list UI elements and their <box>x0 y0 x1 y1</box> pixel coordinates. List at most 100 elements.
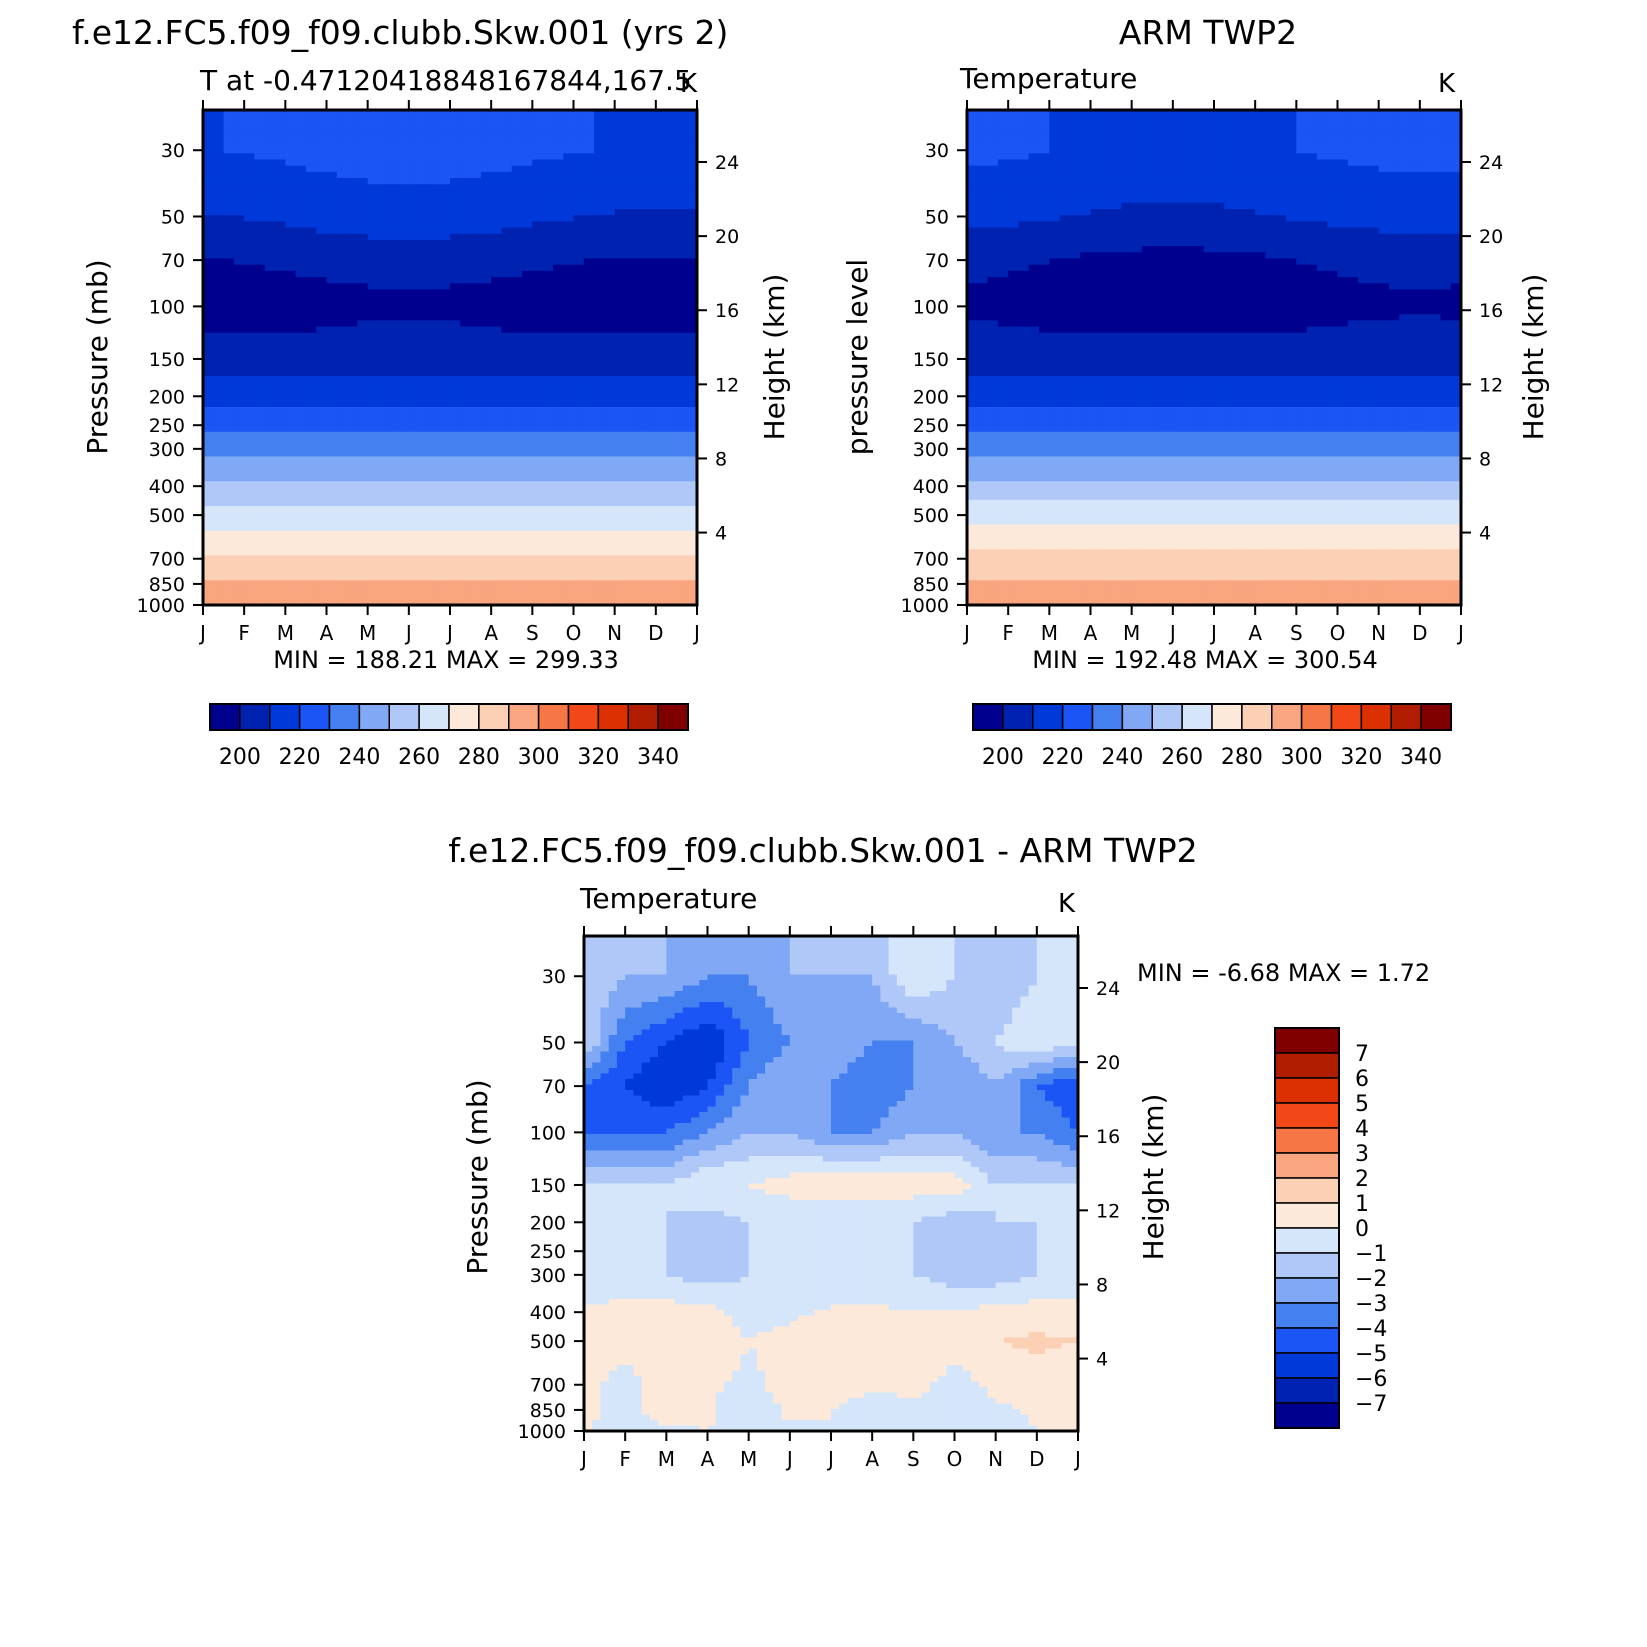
heatmap-cell <box>480 598 492 606</box>
heatmap-cell <box>439 239 451 247</box>
heatmap-cell <box>285 431 297 439</box>
heatmap-cell <box>203 363 214 371</box>
heatmap-cell <box>233 592 245 600</box>
heatmap-cell <box>367 283 379 291</box>
heatmap-cell <box>419 314 431 321</box>
heatmap-cell <box>285 382 297 390</box>
heatmap-cell <box>377 499 389 507</box>
heatmap-cell <box>439 456 451 464</box>
heatmap-cell <box>203 481 214 489</box>
heatmap-cell <box>439 110 451 117</box>
heatmap-cell <box>491 165 503 173</box>
heatmap-cell <box>347 586 358 594</box>
heatmap-cell <box>666 308 678 315</box>
heatmap-cell <box>450 326 461 334</box>
heatmap-cell <box>336 369 348 377</box>
heatmap-cell <box>655 227 667 235</box>
heatmap-cell <box>686 258 698 266</box>
heatmap-cell <box>624 481 636 489</box>
heatmap-cell <box>491 425 503 433</box>
heatmap-cell <box>1255 134 1267 142</box>
heatmap-cell <box>1049 171 1061 179</box>
heatmap-cell <box>275 239 286 247</box>
heatmap-cell <box>295 431 307 439</box>
heatmap-cell <box>573 518 585 526</box>
heatmap-cell <box>645 128 657 136</box>
heatmap-cell <box>563 140 575 148</box>
heatmap-cell <box>997 134 1009 142</box>
heatmap-cell <box>1018 209 1030 216</box>
heatmap-cell <box>336 178 348 185</box>
heatmap-cell <box>522 518 533 526</box>
heatmap-cell <box>614 202 626 210</box>
heatmap-cell <box>357 444 369 451</box>
heatmap-cell <box>336 165 348 173</box>
heatmap-cell <box>666 444 678 451</box>
heatmap-cell <box>1080 178 1092 185</box>
heatmap-cell <box>244 462 256 470</box>
heatmap-cell <box>429 221 441 229</box>
heatmap-cell <box>305 388 317 396</box>
heatmap-cell <box>1028 134 1040 142</box>
heatmap-cell <box>676 487 688 495</box>
heatmap-cell <box>1234 215 1246 222</box>
heatmap-cell <box>450 308 461 315</box>
heatmap-cell <box>408 413 420 420</box>
heatmap-cell <box>1224 215 1236 222</box>
heatmap-cell <box>1388 171 1400 179</box>
heatmap-cell <box>223 190 235 198</box>
heatmap-cell <box>594 264 605 272</box>
heatmap-cell <box>1409 165 1421 173</box>
heatmap-cell <box>676 543 688 550</box>
heatmap-cell <box>655 308 667 315</box>
heatmap-cell <box>398 221 410 229</box>
heatmap-cell <box>583 419 595 427</box>
heatmap-cell <box>367 567 379 575</box>
heatmap-cell <box>388 116 400 123</box>
heatmap-cell <box>1203 221 1215 229</box>
heatmap-cell <box>1162 227 1174 235</box>
heatmap-cell <box>491 444 503 451</box>
heatmap-cell <box>429 394 441 402</box>
heatmap-cell <box>305 209 317 216</box>
heatmap-cell <box>367 437 379 445</box>
heatmap-cell <box>573 134 585 142</box>
heatmap-cell <box>967 196 978 204</box>
heatmap-cell <box>676 407 688 414</box>
heatmap-cell <box>254 196 266 204</box>
heatmap-cell <box>244 314 256 321</box>
heatmap-cell <box>542 512 554 519</box>
heatmap-cell <box>203 357 214 365</box>
heatmap-cell <box>326 338 338 346</box>
heatmap-cell <box>676 215 688 222</box>
heatmap-cell <box>377 165 389 173</box>
heatmap-cell <box>563 283 575 291</box>
heatmap-cell <box>645 209 657 216</box>
heatmap-cell <box>645 574 657 581</box>
heatmap-cell <box>1214 153 1225 161</box>
heatmap-cell <box>655 586 667 594</box>
heatmap-cell <box>635 462 647 470</box>
heatmap-cell <box>1193 196 1205 204</box>
heatmap-cell <box>604 468 616 476</box>
heatmap-cell <box>511 518 523 526</box>
heatmap-cell <box>573 512 585 519</box>
heatmap-cell <box>604 437 616 445</box>
heatmap-cell <box>676 425 688 433</box>
heatmap-cell <box>491 586 503 594</box>
heatmap-cell <box>398 147 410 154</box>
heatmap-cell <box>223 171 235 179</box>
heatmap-cell <box>1378 147 1390 154</box>
heatmap-cell <box>1152 134 1164 142</box>
heatmap-cell <box>357 555 369 563</box>
heatmap-cell <box>1049 178 1061 185</box>
heatmap-cell <box>450 357 461 365</box>
heatmap-cell <box>285 555 297 563</box>
heatmap-cell <box>522 184 533 192</box>
heatmap-cell <box>1450 190 1462 198</box>
heatmap-cell <box>305 178 317 185</box>
heatmap-cell <box>624 171 636 179</box>
heatmap-cell <box>388 499 400 507</box>
heatmap-cell <box>614 382 626 390</box>
heatmap-cell <box>686 233 698 241</box>
